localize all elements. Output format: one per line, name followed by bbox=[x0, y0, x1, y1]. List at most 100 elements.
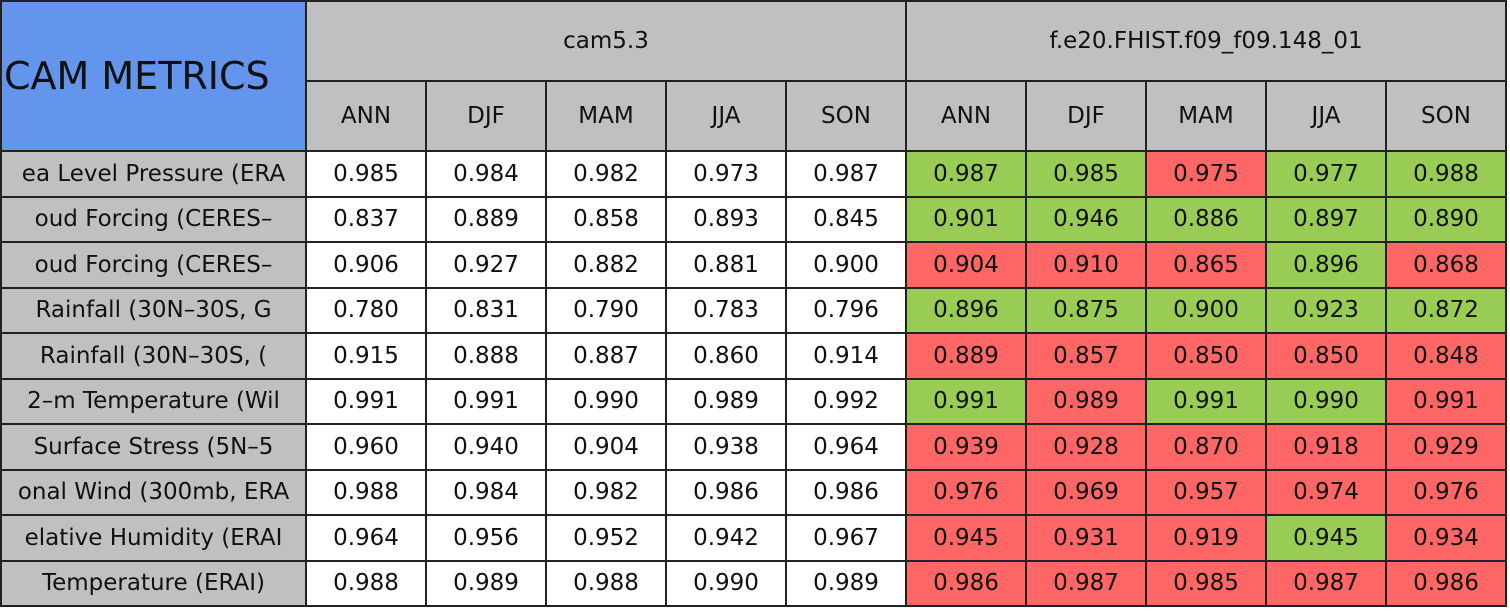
metric-value: 0.982 bbox=[545, 150, 667, 198]
metric-value: 0.989 bbox=[665, 377, 787, 425]
metric-row: Rainfall (30N–30S, (0.915 0.888 0.887 0.860… bbox=[0, 332, 1507, 380]
metric-value: 0.969 bbox=[1025, 468, 1147, 516]
metric-value: 0.888 bbox=[425, 332, 547, 380]
season-header: JJA bbox=[1265, 80, 1387, 152]
metric-value: 0.976 bbox=[905, 468, 1027, 516]
metric-label: oud Forcing (CERES– bbox=[0, 241, 307, 289]
season-header: ANN bbox=[905, 80, 1027, 152]
metric-value: 0.919 bbox=[1145, 514, 1267, 562]
metric-value: 0.989 bbox=[425, 559, 547, 607]
metric-row: oud Forcing (CERES– 0.837 0.889 0.858 0.893 0… bbox=[0, 195, 1507, 243]
metric-value: 0.990 bbox=[1265, 377, 1387, 425]
season-header: ANN bbox=[305, 80, 427, 152]
metric-row: 2–m Temperature (Wil 0.991 0.991 0.990 0.989… bbox=[0, 377, 1507, 425]
metric-value: 0.897 bbox=[1265, 195, 1387, 243]
metric-value: 0.940 bbox=[425, 423, 547, 471]
metric-value: 0.796 bbox=[785, 286, 907, 334]
metric-value: 0.986 bbox=[1385, 559, 1507, 607]
season-header: MAM bbox=[545, 80, 667, 152]
metric-value: 0.783 bbox=[665, 286, 787, 334]
metric-value: 0.988 bbox=[305, 559, 427, 607]
metric-value: 0.923 bbox=[1265, 286, 1387, 334]
metric-value: 0.858 bbox=[545, 195, 667, 243]
metric-value: 0.927 bbox=[425, 241, 547, 289]
metric-value: 0.985 bbox=[305, 150, 427, 198]
metric-value: 0.984 bbox=[425, 150, 547, 198]
season-header: SON bbox=[785, 80, 907, 152]
metric-value: 0.982 bbox=[545, 468, 667, 516]
metric-value: 0.915 bbox=[305, 332, 427, 380]
header-row: CAM METRICS cam5.3 f.e20.FHIST.f09_f09.148… bbox=[0, 0, 1507, 152]
metric-value: 0.964 bbox=[305, 514, 427, 562]
metric-value: 0.991 bbox=[1145, 377, 1267, 425]
metric-row: elative Humidity (ERAI 0.964 0.956 0.952 0.9… bbox=[0, 514, 1507, 562]
metric-value: 0.939 bbox=[905, 423, 1027, 471]
metric-value: 0.870 bbox=[1145, 423, 1267, 471]
metric-value: 0.964 bbox=[785, 423, 907, 471]
metric-value: 0.890 bbox=[1385, 195, 1507, 243]
metric-value: 0.986 bbox=[905, 559, 1027, 607]
season-header: JJA bbox=[665, 80, 787, 152]
metric-label: Rainfall (30N–30S, G bbox=[0, 286, 307, 334]
season-header: MAM bbox=[1145, 80, 1267, 152]
season-header: DJF bbox=[425, 80, 547, 152]
metric-value: 0.900 bbox=[1145, 286, 1267, 334]
metric-value: 0.988 bbox=[1385, 150, 1507, 198]
metric-value: 0.875 bbox=[1025, 286, 1147, 334]
metric-value: 0.850 bbox=[1145, 332, 1267, 380]
metric-value: 0.977 bbox=[1265, 150, 1387, 198]
metric-value: 0.984 bbox=[425, 468, 547, 516]
metric-value: 0.886 bbox=[1145, 195, 1267, 243]
metric-value: 0.868 bbox=[1385, 241, 1507, 289]
metric-value: 0.960 bbox=[305, 423, 427, 471]
metric-value: 0.918 bbox=[1265, 423, 1387, 471]
metric-value: 0.904 bbox=[545, 423, 667, 471]
metric-value: 0.931 bbox=[1025, 514, 1147, 562]
metric-value: 0.848 bbox=[1385, 332, 1507, 380]
metric-value: 0.850 bbox=[1265, 332, 1387, 380]
metric-value: 0.957 bbox=[1145, 468, 1267, 516]
metric-value: 0.934 bbox=[1385, 514, 1507, 562]
metric-value: 0.889 bbox=[425, 195, 547, 243]
metric-row: Surface Stress (5N–5 0.960 0.940 0.904 0.938… bbox=[0, 423, 1507, 471]
metric-value: 0.901 bbox=[905, 195, 1027, 243]
metric-value: 0.974 bbox=[1265, 468, 1387, 516]
metric-value: 0.865 bbox=[1145, 241, 1267, 289]
metric-value: 0.906 bbox=[305, 241, 427, 289]
metric-value: 0.987 bbox=[1025, 559, 1147, 607]
table-title: CAM METRICS bbox=[0, 0, 307, 152]
metric-value: 0.975 bbox=[1145, 150, 1267, 198]
metric-value: 0.893 bbox=[665, 195, 787, 243]
metric-label: elative Humidity (ERAI bbox=[0, 514, 307, 562]
metric-value: 0.900 bbox=[785, 241, 907, 289]
metric-value: 0.929 bbox=[1385, 423, 1507, 471]
metric-value: 0.872 bbox=[1385, 286, 1507, 334]
metric-value: 0.837 bbox=[305, 195, 427, 243]
metric-value: 0.987 bbox=[1265, 559, 1387, 607]
metric-row: ea Level Pressure (ERA 0.985 0.984 0.982 0.9… bbox=[0, 150, 1507, 198]
metric-value: 0.991 bbox=[305, 377, 427, 425]
metric-value: 0.938 bbox=[665, 423, 787, 471]
metric-value: 0.860 bbox=[665, 332, 787, 380]
season-row: ANN DJF MAM JJA SON ANN DJF MAM JJA SON bbox=[1, 80, 1507, 152]
metric-value: 0.987 bbox=[905, 150, 1027, 198]
metric-value: 0.991 bbox=[1385, 377, 1507, 425]
metric-row: Rainfall (30N–30S, G 0.780 0.831 0.790 0.783… bbox=[0, 286, 1507, 334]
metric-label: onal Wind (300mb, ERA bbox=[0, 468, 307, 516]
metric-label: Rainfall (30N–30S, ( bbox=[0, 332, 307, 380]
metric-value: 0.889 bbox=[905, 332, 1027, 380]
metric-value: 0.989 bbox=[785, 559, 907, 607]
metric-value: 0.987 bbox=[785, 150, 907, 198]
model-header: f.e20.FHIST.f09_f09.148_01 bbox=[905, 0, 1507, 82]
metric-value: 0.928 bbox=[1025, 423, 1147, 471]
metric-value: 0.985 bbox=[1145, 559, 1267, 607]
metric-value: 0.882 bbox=[545, 241, 667, 289]
metric-value: 0.992 bbox=[785, 377, 907, 425]
metric-label: Temperature (ERAI) bbox=[0, 559, 307, 607]
metric-value: 0.990 bbox=[665, 559, 787, 607]
season-header: DJF bbox=[1025, 80, 1147, 152]
metric-value: 0.896 bbox=[905, 286, 1027, 334]
model-header: cam5.3 bbox=[305, 0, 907, 82]
season-header: SON bbox=[1385, 80, 1507, 152]
metric-label: oud Forcing (CERES– bbox=[0, 195, 307, 243]
